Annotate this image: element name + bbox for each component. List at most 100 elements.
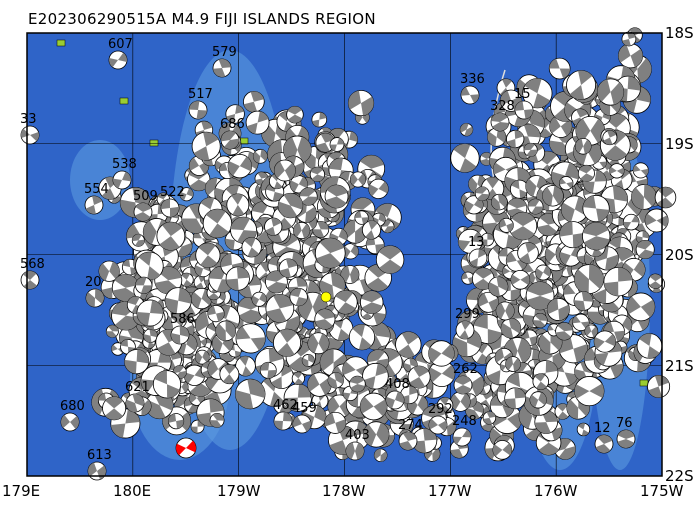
event-label: 336: [460, 72, 485, 87]
focal-mechanism-beachball: [532, 373, 550, 390]
focal-mechanism-beachball: [245, 110, 270, 135]
focal-mechanism-beachball: [307, 372, 332, 397]
focal-mechanism-beachball: [349, 375, 366, 393]
focal-mechanism-beachball: [235, 378, 266, 410]
island: [56, 39, 66, 47]
focal-mechanism-beachball: [315, 132, 336, 153]
focal-mechanism-beachball: [264, 217, 283, 236]
focal-mechanism-beachball: [577, 164, 595, 182]
focal-mechanism-beachball: [226, 193, 250, 217]
focal-mechanism-beachball: [235, 323, 266, 354]
focal-mechanism-beachball: [361, 220, 382, 240]
focal-mechanism-beachball: [621, 31, 637, 47]
focal-mechanism-beachball: [289, 287, 308, 307]
focal-mechanism-beachball: [124, 349, 150, 375]
focal-mechanism-beachball: [506, 197, 528, 219]
focal-mechanism-beachball: [631, 184, 657, 210]
focal-mechanism-beachball: [428, 340, 455, 367]
focal-mechanism-beachball: [299, 187, 318, 206]
focal-mechanism-beachball: [468, 248, 488, 268]
lat-tick: 18S: [665, 24, 694, 42]
event-label: 15: [514, 87, 531, 102]
focal-mechanism-beachball: [156, 221, 186, 251]
focal-mechanism-beachball: [654, 186, 677, 209]
focal-mechanism-beachball: [548, 57, 571, 80]
focal-mechanism-beachball: [345, 441, 365, 461]
lon-tick: 180E: [113, 482, 152, 500]
focal-mechanism-beachball: [190, 419, 205, 434]
focal-mechanism-beachball: [135, 276, 153, 295]
focal-mechanism-beachball: [395, 331, 422, 358]
focal-mechanism-beachball: [500, 317, 522, 339]
lat-tick: 19S: [665, 135, 694, 153]
focal-mechanism-beachball: [576, 422, 591, 437]
focal-mechanism-beachball: [602, 130, 618, 146]
focal-mechanism-beachball: [542, 185, 564, 207]
focal-mechanism-beachball: [574, 137, 592, 155]
focal-mechanism-beachball: [359, 392, 388, 421]
lat-tick: 21S: [665, 357, 694, 375]
event-label: 408: [385, 377, 410, 392]
focal-mechanism-beachball: [105, 324, 119, 338]
focal-mechanism-beachball: [251, 291, 267, 307]
focal-mechanism-beachball: [324, 184, 349, 209]
focal-mechanism-beachball: [354, 210, 369, 225]
focal-mechanism-beachball: [136, 299, 164, 327]
focal-mechanism-beachball: [582, 221, 611, 251]
focal-mechanism-beachball: [20, 270, 40, 290]
focal-mechanism-beachball: [273, 328, 302, 357]
focal-mechanism-beachball: [278, 258, 299, 278]
focal-mechanism-beachball: [292, 414, 312, 434]
focal-mechanism-beachball: [195, 242, 221, 268]
focal-mechanism-beachball: [546, 297, 570, 321]
focal-mechanism-beachball: [644, 208, 669, 233]
lon-tick: 179E: [2, 482, 41, 500]
focal-mechanism-beachball: [202, 208, 233, 239]
focal-mechanism-beachball: [460, 85, 480, 105]
focal-mechanism-beachball: [84, 195, 104, 215]
focal-mechanism-beachball: [559, 243, 583, 267]
focal-mechanism-beachball: [584, 324, 599, 338]
lon-tick: 177W: [428, 482, 472, 500]
focal-mechanism-beachball: [582, 194, 610, 223]
focal-mechanism-beachball: [307, 332, 330, 355]
event-label: 248: [452, 414, 477, 429]
focal-mechanism-beachball: [407, 365, 431, 389]
focal-mechanism-beachball: [235, 355, 256, 377]
focal-mechanism-beachball: [283, 383, 313, 412]
focal-mechanism-beachball: [375, 245, 405, 274]
focal-mechanism-beachball: [225, 104, 245, 124]
focal-mechanism-beachball: [472, 314, 503, 344]
focal-mechanism-beachball: [596, 78, 625, 106]
focal-mechanism-beachball: [517, 242, 539, 264]
event-label: 459: [292, 401, 317, 416]
focal-mechanism-beachball: [452, 427, 472, 447]
focal-mechanism-beachball: [273, 411, 293, 431]
focal-mechanism-beachball: [457, 228, 483, 254]
focal-mechanism-beachball: [131, 233, 145, 247]
focal-mechanism-beachball: [498, 217, 514, 233]
focal-mechanism-beachball: [632, 162, 649, 179]
focal-mechanism-beachball: [603, 266, 633, 297]
event-label: 403: [345, 428, 370, 443]
focal-mechanism-beachball: [527, 198, 544, 215]
focal-mechanism-beachball: [594, 434, 614, 454]
focal-mechanism-beachball: [482, 411, 497, 425]
focal-mechanism-beachball: [311, 111, 328, 128]
focal-mechanism-beachball: [170, 325, 190, 345]
focal-mechanism-beachball: [398, 431, 418, 451]
event-label: 686: [220, 117, 245, 132]
focal-mechanism-beachball: [209, 413, 225, 428]
focal-mechanism-beachball: [319, 272, 346, 299]
focal-mechanism-beachball: [252, 148, 268, 164]
event-label: 462: [273, 398, 298, 413]
focal-mechanism-beachball: [207, 304, 225, 323]
focal-mechanism-beachball: [509, 179, 529, 199]
focal-mechanism-beachball: [492, 440, 513, 460]
focal-mechanism-beachball: [505, 356, 521, 372]
focal-mechanism-beachball: [491, 193, 508, 211]
focal-mechanism-beachball: [532, 313, 548, 329]
focal-mechanism-beachball: [514, 100, 534, 120]
focal-mechanism-beachball: [342, 243, 359, 260]
